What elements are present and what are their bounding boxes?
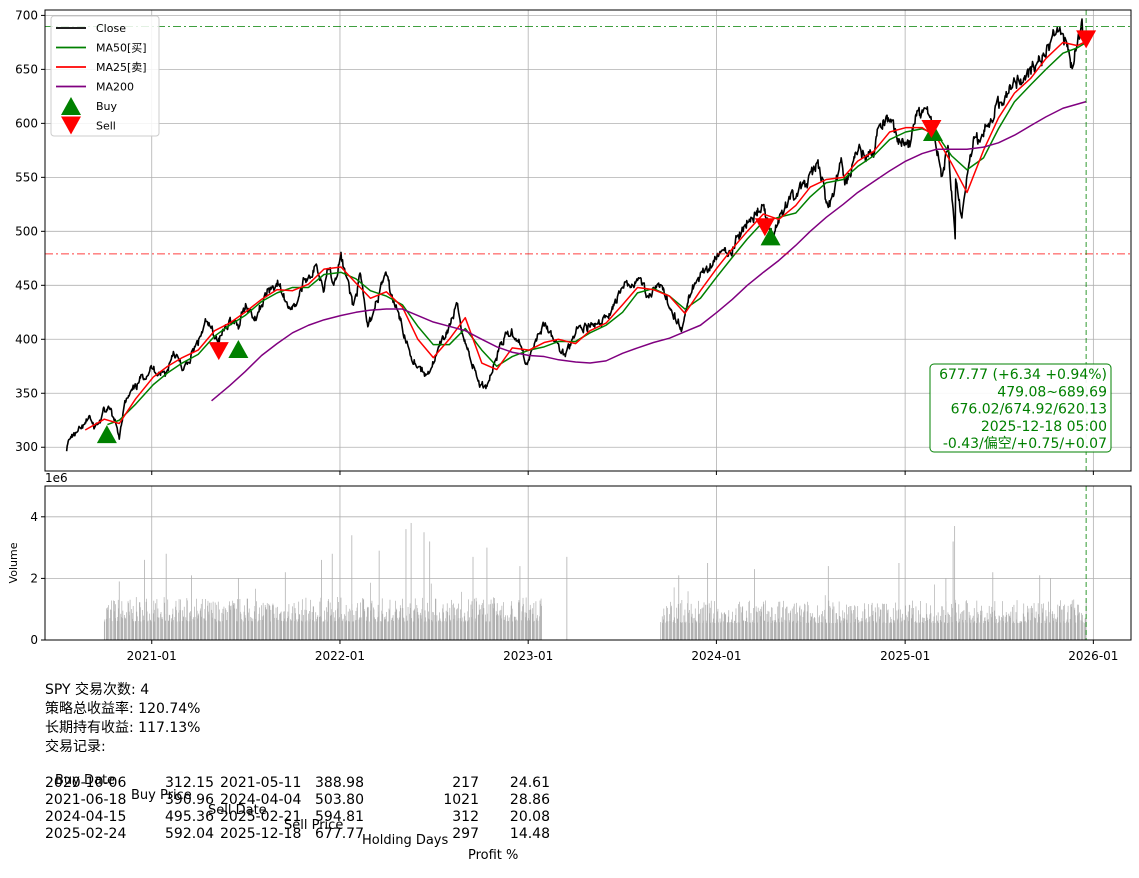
xtick-label: 2024-01 xyxy=(691,649,741,663)
series-line-0 xyxy=(65,18,1087,452)
info-box-line: 676.02/674.92/620.13 xyxy=(951,402,1107,418)
trade-cell: 14.48 xyxy=(509,826,550,842)
price-ytick-label: 500 xyxy=(15,224,38,238)
trade-row: 2021-06-18 390.96 2024-04-04 503.80 1021 28.8… xyxy=(45,792,550,809)
info-box-line: 479.08~689.69 xyxy=(997,384,1107,400)
records-title: 交易记录: xyxy=(45,739,106,755)
price-ytick-label: 650 xyxy=(15,62,38,76)
legend-box xyxy=(50,15,160,137)
trade-cell: 24.61 xyxy=(509,775,550,791)
legend-swatch xyxy=(61,97,81,115)
price-ytick-label: 700 xyxy=(15,8,38,22)
volume-axes-frame xyxy=(44,485,1132,641)
legend-label: MA25[卖] xyxy=(96,61,147,74)
trade-cell: 388.98 xyxy=(315,775,364,791)
header-buy-price: Buy Price xyxy=(131,788,192,803)
volume-ytick-label: 0 xyxy=(30,633,38,647)
trade-cell: 390.96 xyxy=(165,792,214,808)
sell-marker xyxy=(754,218,775,237)
trade-cell: 312.15 xyxy=(165,775,214,791)
volume-bars xyxy=(103,522,1087,640)
legend-label: MA50[买] xyxy=(96,42,147,55)
series-line-3 xyxy=(211,100,1087,402)
header-holding-days: Holding Days xyxy=(362,833,449,848)
trade-cell: 20.08 xyxy=(509,809,550,825)
legend-label: MA200 xyxy=(96,81,134,94)
volume-ylabel: Volume xyxy=(7,542,20,583)
trade-cell: 503.80 xyxy=(315,792,364,808)
xtick-label: 2023-01 xyxy=(503,649,553,663)
info-box-line: 677.77 (+6.34 +0.94%) xyxy=(939,367,1107,383)
trade-cell: 677.77 xyxy=(315,826,364,842)
legend: Close MA50[买] MA25[卖] MA200 Buy Sell xyxy=(50,15,160,137)
volume-ytick-label: 2 xyxy=(30,571,38,585)
sell-marker xyxy=(1076,30,1097,49)
trade-table: Buy Date Buy Price Sell Date Sell Price … xyxy=(45,758,550,863)
price-ytick-label: 450 xyxy=(15,278,38,292)
trade-cell: 312 xyxy=(452,809,479,825)
trade-cell: 217 xyxy=(452,775,479,791)
xtick-label: 2026-01 xyxy=(1068,649,1118,663)
trade-cell: 2021-05-11 xyxy=(220,775,302,791)
info-box: 677.77 (+6.34 +0.94%)479.08~689.69 676.02… xyxy=(929,363,1112,453)
volume-panel: 0 2 4 1e6 Volume 2021-01 2022-01 2023-01 2024-01… xyxy=(7,471,1132,663)
buy-marker xyxy=(760,227,781,246)
trade-cell: 2025-12-18 xyxy=(220,826,302,842)
buy-hold-return: 长期持有收益: 117.13% xyxy=(45,720,201,736)
trade-cell: 594.81 xyxy=(315,809,364,825)
trade-cell: 2025-02-24 xyxy=(45,826,127,842)
trade-table-header: Buy Date Buy Price Sell Date Sell Price … xyxy=(45,758,518,863)
trade-count: SPY 交易次数: 4 xyxy=(45,682,150,698)
buy-marker xyxy=(96,425,117,444)
trade-markers xyxy=(96,30,1097,444)
price-ytick-label: 350 xyxy=(15,386,38,400)
series-line-2 xyxy=(84,40,1087,431)
info-box-line: -0.43/偏空/+0.75/+0.07 xyxy=(943,436,1107,452)
trade-cell: 2020-10-06 xyxy=(45,775,127,791)
xtick-label: 2021-01 xyxy=(127,649,177,663)
legend-swatch xyxy=(61,116,81,135)
trade-cell: 2025-02-21 xyxy=(220,809,302,825)
summary-block: SPY 交易次数: 4 策略总收益率: 120.74% 长期持有收益: 117.… xyxy=(45,681,200,757)
buy-marker xyxy=(228,340,249,359)
trade-cell: 495.36 xyxy=(165,809,214,825)
trade-row: 2020-10-06 312.15 2021-05-11 388.98 217 24.61 xyxy=(45,775,550,792)
trade-cell: 1021 xyxy=(443,792,479,808)
price-volume-chart: 300 350 400 450 500 550 600 650 700 Close MA50[买] M… xyxy=(7,8,1132,663)
legend-label: Sell xyxy=(96,120,116,133)
trade-cell: 2024-04-04 xyxy=(220,792,302,808)
sell-marker xyxy=(208,342,229,361)
price-ytick-label: 550 xyxy=(15,170,38,184)
info-box-line: 2025-12-18 05:00 xyxy=(981,419,1107,435)
price-ytick-label: 600 xyxy=(15,116,38,130)
info-box-frame xyxy=(929,363,1112,453)
xtick-label: 2022-01 xyxy=(315,649,365,663)
header-sell-date: Sell Date xyxy=(208,803,267,818)
price-panel: 300 350 400 450 500 550 600 650 700 Close MA50[买] M… xyxy=(15,8,1132,475)
price-ytick-label: 400 xyxy=(15,332,38,346)
header-profit: Profit % xyxy=(468,848,519,863)
strategy-return: 策略总收益率: 120.74% xyxy=(45,701,201,717)
price-ytick-label: 300 xyxy=(15,440,38,454)
volume-scale-label: 1e6 xyxy=(45,471,68,485)
header-buy-date: Buy Date xyxy=(55,773,116,788)
sell-marker xyxy=(921,119,942,138)
legend-label: Buy xyxy=(96,100,118,113)
trade-cell: 28.86 xyxy=(509,792,550,808)
trade-cell: 592.04 xyxy=(165,826,214,842)
price-axes-frame xyxy=(44,9,1132,472)
header-sell-price: Sell Price xyxy=(284,818,344,833)
volume-ytick-label: 4 xyxy=(30,510,38,524)
trade-cell: 297 xyxy=(452,826,479,842)
legend-label: Close xyxy=(96,22,126,35)
trade-row: 2025-02-24 592.04 2025-12-18 677.77 297 14.48 xyxy=(45,826,550,843)
xtick-label: 2025-01 xyxy=(880,649,930,663)
trade-cell: 2021-06-18 xyxy=(45,792,127,808)
trade-cell: 2024-04-15 xyxy=(45,809,127,825)
trade-row: 2024-04-15 495.36 2025-02-21 594.81 312 20.08 xyxy=(45,809,550,826)
